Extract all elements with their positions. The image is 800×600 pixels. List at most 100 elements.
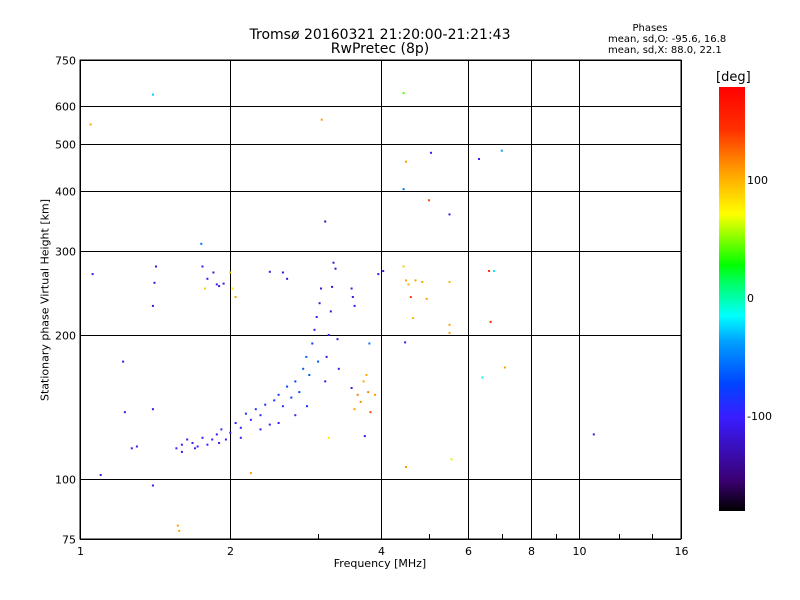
stats-x-mode: mean, sd,X: 88.0, 22.1 bbox=[608, 45, 722, 56]
echo-point bbox=[298, 391, 301, 394]
grid bbox=[80, 60, 682, 540]
echo-point bbox=[244, 412, 247, 415]
x-tick-label: 10 bbox=[573, 545, 587, 558]
echo-point bbox=[215, 433, 218, 436]
echo-point bbox=[365, 374, 368, 376]
echo-point bbox=[215, 283, 218, 286]
echo-point bbox=[254, 408, 257, 411]
echo-point bbox=[336, 338, 339, 341]
echo-point bbox=[234, 296, 237, 298]
echo-point bbox=[308, 374, 311, 376]
colorbar-tick-label: -100 bbox=[747, 409, 772, 423]
y-tick-label: 400 bbox=[55, 186, 76, 199]
echo-point bbox=[414, 279, 417, 282]
echo-point bbox=[191, 442, 194, 444]
echo-point bbox=[281, 405, 284, 408]
echo-point bbox=[224, 438, 227, 441]
phase-colorbar bbox=[719, 87, 745, 511]
echo-point bbox=[327, 436, 330, 439]
echo-point bbox=[229, 431, 232, 434]
echo-point bbox=[306, 405, 308, 408]
x-tick-label: 1 bbox=[77, 545, 84, 558]
echo-point bbox=[382, 270, 385, 272]
echo-point bbox=[362, 380, 365, 383]
echo-point bbox=[201, 436, 204, 439]
x-tick-label: 8 bbox=[528, 545, 535, 558]
echo-point bbox=[374, 393, 376, 396]
echo-point bbox=[277, 393, 280, 396]
plot-frame bbox=[79, 59, 682, 540]
echo-point bbox=[377, 273, 380, 276]
echo-point bbox=[305, 355, 308, 358]
echo-point bbox=[404, 341, 407, 344]
echo-point bbox=[421, 281, 424, 283]
echo-point bbox=[448, 323, 451, 326]
echo-point bbox=[313, 328, 316, 331]
echo-point bbox=[353, 408, 356, 411]
echo-point bbox=[91, 273, 94, 276]
echo-point bbox=[220, 428, 223, 431]
echo-point bbox=[356, 393, 359, 396]
echo-point bbox=[206, 277, 209, 280]
echo-point bbox=[448, 331, 451, 334]
echo-point bbox=[334, 267, 337, 270]
x-axis-label: Frequency [MHz] bbox=[333, 557, 427, 570]
stats-heading: Phases bbox=[632, 23, 668, 34]
echo-point bbox=[180, 443, 183, 446]
echo-point bbox=[211, 438, 214, 441]
echo-point bbox=[448, 281, 451, 283]
echo-point bbox=[402, 92, 405, 94]
echo-point bbox=[231, 287, 234, 290]
echo-point bbox=[353, 304, 356, 307]
x-tick-label: 4 bbox=[378, 545, 385, 558]
echo-point bbox=[122, 360, 125, 363]
echo-point bbox=[123, 411, 126, 414]
echo-point bbox=[222, 282, 225, 285]
echo-point bbox=[325, 355, 328, 358]
echo-point bbox=[201, 265, 204, 268]
echo-point bbox=[412, 317, 415, 319]
echo-point bbox=[302, 367, 305, 370]
y-tick-label: 100 bbox=[55, 474, 76, 487]
y-axis-ticks: 750 600 500 400 300 200 100 75 bbox=[55, 55, 76, 547]
echo-point bbox=[180, 450, 183, 453]
echo-point bbox=[489, 320, 492, 323]
echo-point bbox=[329, 310, 332, 313]
echo-point bbox=[409, 296, 412, 298]
echo-point bbox=[268, 270, 271, 273]
colorbar-tick-label: 100 bbox=[747, 174, 768, 188]
echo-point bbox=[315, 316, 318, 318]
echo-point bbox=[268, 423, 271, 426]
echo-point bbox=[478, 158, 480, 160]
echo-point bbox=[264, 403, 267, 406]
y-tick-label: 75 bbox=[62, 534, 76, 547]
echo-point bbox=[239, 436, 242, 439]
echo-point bbox=[259, 414, 262, 417]
echo-point bbox=[407, 283, 410, 286]
echo-point bbox=[359, 400, 362, 403]
echo-point bbox=[402, 265, 405, 268]
echo-point bbox=[153, 281, 156, 284]
echo-point bbox=[481, 376, 484, 379]
echo-point bbox=[367, 391, 370, 394]
echo-point bbox=[151, 304, 154, 307]
echo-point bbox=[290, 396, 293, 399]
echo-point bbox=[351, 296, 354, 298]
echo-point bbox=[427, 199, 430, 202]
echo-point bbox=[592, 433, 595, 436]
y-tick-label: 600 bbox=[55, 101, 76, 114]
echo-point bbox=[318, 302, 321, 305]
echo-point bbox=[450, 458, 453, 461]
echo-point bbox=[311, 342, 314, 345]
echo-point bbox=[218, 442, 221, 444]
y-tick-label: 750 bbox=[55, 55, 76, 68]
x-tick-label: 2 bbox=[227, 545, 234, 558]
echo-point bbox=[363, 435, 366, 438]
x-tick-label: 16 bbox=[675, 545, 689, 558]
chart-title: Tromsø 20160321 21:20:00-21:21:43 bbox=[249, 27, 511, 43]
data-points bbox=[89, 92, 595, 532]
echo-point bbox=[206, 443, 209, 446]
echo-point bbox=[405, 160, 407, 163]
echo-point bbox=[503, 366, 506, 369]
